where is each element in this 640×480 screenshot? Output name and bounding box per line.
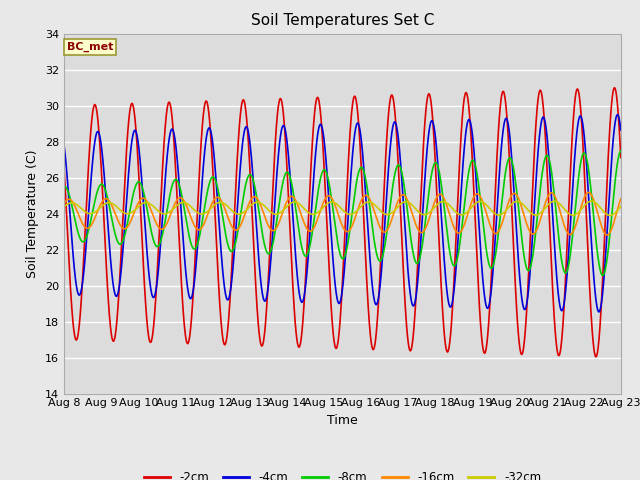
-2cm bbox=[611, 85, 618, 91]
-8cm bbox=[601, 269, 609, 275]
Text: BC_met: BC_met bbox=[67, 42, 113, 52]
-16cm bbox=[585, 190, 593, 195]
Y-axis label: Soil Temperature (C): Soil Temperature (C) bbox=[26, 149, 39, 278]
-4cm bbox=[601, 262, 609, 268]
-32cm bbox=[606, 213, 614, 218]
-4cm bbox=[499, 133, 506, 139]
-4cm bbox=[331, 277, 339, 283]
Line: -4cm: -4cm bbox=[64, 115, 621, 312]
-4cm bbox=[614, 112, 621, 118]
-8cm bbox=[601, 268, 609, 274]
-32cm bbox=[331, 200, 339, 205]
-16cm bbox=[331, 202, 339, 207]
Line: -2cm: -2cm bbox=[64, 88, 621, 357]
-32cm bbox=[316, 208, 324, 214]
-2cm bbox=[592, 354, 600, 360]
-4cm bbox=[617, 127, 625, 133]
-8cm bbox=[499, 193, 506, 199]
-16cm bbox=[604, 232, 611, 238]
-8cm bbox=[88, 210, 96, 216]
-8cm bbox=[331, 220, 339, 226]
-16cm bbox=[60, 201, 68, 206]
-32cm bbox=[499, 211, 506, 216]
X-axis label: Time: Time bbox=[327, 414, 358, 427]
-2cm bbox=[331, 342, 339, 348]
-8cm bbox=[599, 273, 607, 278]
-4cm bbox=[316, 122, 324, 128]
-2cm bbox=[601, 226, 609, 232]
-16cm bbox=[499, 219, 506, 225]
-16cm bbox=[316, 209, 324, 215]
-4cm bbox=[595, 309, 603, 315]
-4cm bbox=[88, 160, 96, 166]
-4cm bbox=[60, 143, 68, 148]
Line: -32cm: -32cm bbox=[64, 201, 621, 216]
-2cm bbox=[88, 111, 96, 117]
-2cm bbox=[316, 105, 324, 111]
Legend: -2cm, -4cm, -8cm, -16cm, -32cm: -2cm, -4cm, -8cm, -16cm, -32cm bbox=[139, 466, 546, 480]
Line: -8cm: -8cm bbox=[64, 151, 621, 276]
-2cm bbox=[601, 232, 609, 238]
-32cm bbox=[60, 204, 68, 210]
-32cm bbox=[88, 211, 96, 216]
-32cm bbox=[601, 210, 609, 216]
-16cm bbox=[601, 230, 609, 236]
Line: -16cm: -16cm bbox=[64, 192, 621, 235]
-4cm bbox=[601, 266, 609, 272]
-16cm bbox=[88, 220, 96, 226]
Title: Soil Temperatures Set C: Soil Temperatures Set C bbox=[251, 13, 434, 28]
-2cm bbox=[499, 89, 506, 95]
-32cm bbox=[617, 204, 625, 209]
-32cm bbox=[601, 210, 609, 216]
-16cm bbox=[601, 231, 609, 237]
-8cm bbox=[316, 178, 324, 184]
-8cm bbox=[60, 184, 68, 190]
-2cm bbox=[617, 155, 625, 160]
-16cm bbox=[617, 196, 625, 202]
-32cm bbox=[588, 198, 595, 204]
-8cm bbox=[617, 148, 625, 154]
-2cm bbox=[60, 163, 68, 169]
